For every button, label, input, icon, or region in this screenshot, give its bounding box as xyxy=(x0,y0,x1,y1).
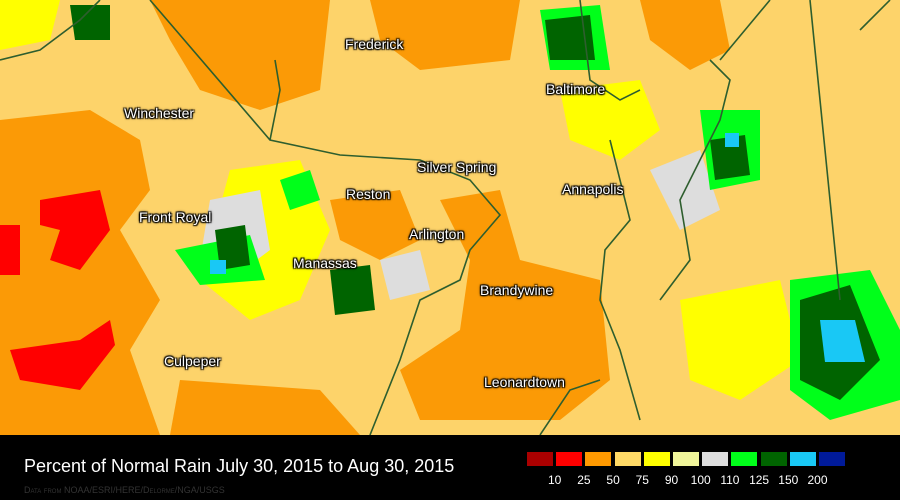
city-label-annapolis[interactable]: Annapolis xyxy=(562,181,624,197)
legend-label: 110 xyxy=(720,473,740,487)
legend-label: 200 xyxy=(807,473,828,487)
legend-label: 50 xyxy=(606,473,620,487)
green-regions xyxy=(70,5,900,420)
city-label-silver-spring[interactable]: Silver Spring xyxy=(417,159,497,175)
legend-label: 10 xyxy=(548,473,562,487)
footer-bar: Percent of Normal Rain July 30, 2015 to … xyxy=(0,435,900,500)
legend-label: 90 xyxy=(664,473,679,487)
city-label-baltimore[interactable]: Baltimore xyxy=(546,81,606,97)
city-label-arlington[interactable]: Arlington xyxy=(409,226,465,242)
legend-label: 25 xyxy=(577,473,591,487)
city-label-reston[interactable]: Reston xyxy=(346,186,391,202)
boundary-lines xyxy=(0,0,891,435)
map-canvas[interactable] xyxy=(0,0,900,435)
legend-swatch xyxy=(585,452,612,466)
legend-label: 125 xyxy=(749,473,770,487)
data-credit: Data from NOAA/ESRI/HERE/Delorme/NGA/USG… xyxy=(24,485,225,495)
city-label-leonardtown[interactable]: Leonardtown xyxy=(484,374,565,390)
city-label-winchester[interactable]: Winchester xyxy=(124,105,195,121)
legend-swatch xyxy=(556,452,583,466)
legend-swatch xyxy=(789,452,816,466)
legend-swatch xyxy=(760,452,787,466)
legend-swatch xyxy=(614,452,641,466)
city-label-manassas[interactable]: Manassas xyxy=(293,255,357,271)
legend-label: 100 xyxy=(690,473,711,487)
legend-swatch xyxy=(702,452,729,466)
city-label-culpeper[interactable]: Culpeper xyxy=(164,353,221,369)
legend-label: 150 xyxy=(778,473,799,487)
city-label-front-royal[interactable]: Front Royal xyxy=(139,209,212,225)
legend-swatch xyxy=(731,452,758,466)
city-label-frederick[interactable]: Frederick xyxy=(345,36,404,52)
legend-swatch xyxy=(643,452,670,466)
city-label-brandywine[interactable]: Brandywine xyxy=(480,282,554,298)
map-title: Percent of Normal Rain July 30, 2015 to … xyxy=(24,456,455,476)
legend-swatch xyxy=(673,452,699,466)
legend-swatch xyxy=(819,452,845,466)
legend-swatch xyxy=(527,452,553,466)
legend-label: 75 xyxy=(635,473,649,487)
red-regions xyxy=(0,190,115,390)
